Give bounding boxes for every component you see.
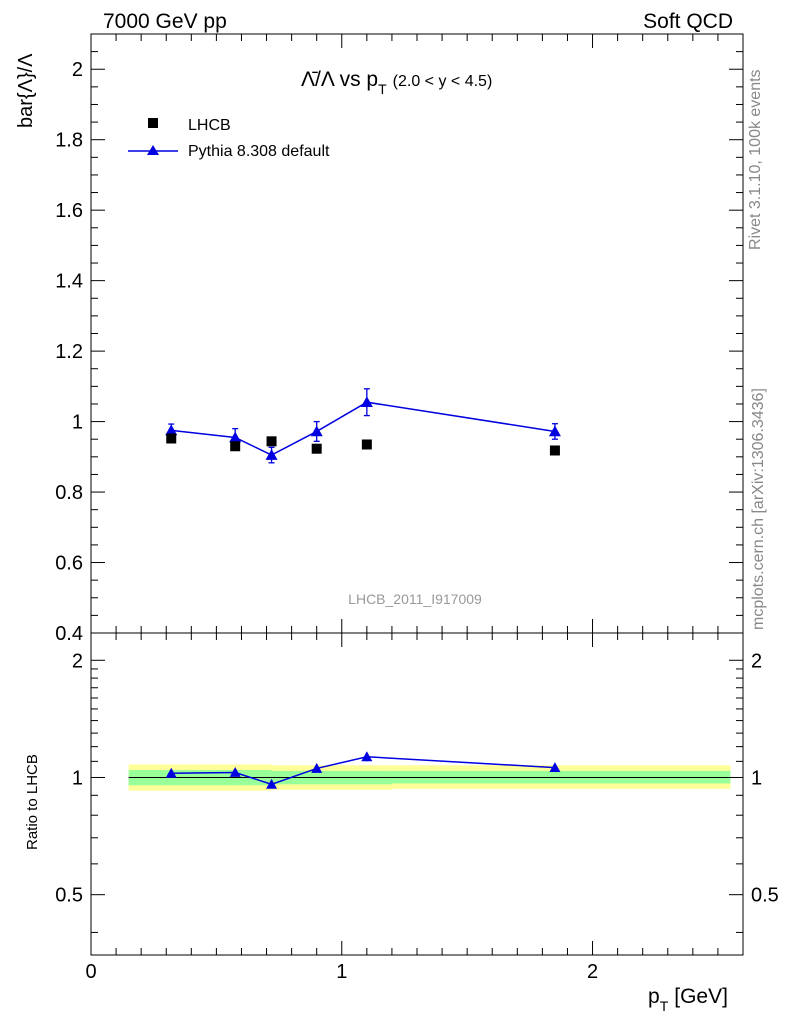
- legend-data-label: LHCB: [188, 117, 231, 134]
- x-tick-label: 2: [587, 961, 598, 983]
- header-right: Soft QCD: [643, 10, 733, 33]
- data-point: [311, 443, 322, 454]
- legend-data-marker: [148, 118, 158, 128]
- data-point: [361, 439, 372, 450]
- ratio-point: [266, 778, 278, 789]
- x-axis-label-unit: [GeV]: [674, 985, 728, 1008]
- rivet-label: Rivet 3.1.10, 100k events: [747, 69, 764, 250]
- chart-title-main: Λ̄/Λ vs p: [301, 68, 378, 91]
- mc-point: [360, 396, 373, 408]
- data-point: [549, 445, 560, 456]
- y-tick-label: 1.6: [55, 200, 83, 222]
- ratio-point: [311, 762, 323, 773]
- x-tick-label: 0: [85, 961, 96, 983]
- y-tick-label: 1.8: [55, 130, 83, 152]
- legend-mc-label: Pythia 8.308 default: [188, 143, 330, 160]
- ratio-point: [165, 767, 177, 778]
- x-tick-label: 1: [336, 961, 347, 983]
- ratio-y-tick-label: 2: [72, 650, 83, 672]
- x-axis-label-sub: T: [660, 998, 669, 1014]
- ratio-y-tick-label-right: 1: [751, 767, 762, 789]
- ratio-point: [229, 766, 241, 777]
- mc-point: [229, 431, 242, 443]
- ratio-y-tick-label-right: 0.5: [751, 885, 779, 907]
- ratio-line: [171, 756, 555, 786]
- header-left: 7000 GeV pp: [103, 10, 227, 33]
- mc-line: [171, 401, 556, 456]
- analysis-id: LHCB_2011_I917009: [348, 591, 482, 607]
- y-tick-label: 0.6: [55, 553, 83, 575]
- x-axis-label: pT [GeV]: [648, 985, 728, 1014]
- legend-mc-marker: [147, 145, 159, 155]
- mc-point: [310, 425, 323, 437]
- y-tick-label: 2: [72, 59, 83, 81]
- ratio-y-tick-label: 1: [72, 767, 83, 789]
- y-tick-label: 0.4: [55, 623, 83, 645]
- y-axis-label: bar{Λ}/Λ: [15, 53, 37, 128]
- data-series: [166, 433, 560, 456]
- ratio-plot-frame: [90, 632, 744, 956]
- chart-title: Λ̄/Λ vs pT (2.0 < y < 4.5): [301, 68, 492, 97]
- x-axis-label-main: p: [648, 985, 660, 1008]
- y-tick-label: 1.4: [55, 271, 83, 293]
- mc-point: [165, 424, 178, 436]
- mc-point: [548, 425, 561, 437]
- ratio-y-tick-label: 0.5: [55, 885, 83, 907]
- y-tick-label: 1: [72, 412, 83, 434]
- chart-title-sub: T: [378, 81, 387, 97]
- data-point: [166, 433, 177, 444]
- y-tick-label: 0.8: [55, 482, 83, 504]
- ratio-y-tick-label-right: 2: [751, 650, 762, 672]
- mc-point: [265, 449, 278, 460]
- ratio-point: [361, 751, 373, 762]
- mc-series: [165, 388, 561, 464]
- y-tick-label: 1.2: [55, 341, 83, 363]
- chart-title-range: (2.0 < y < 4.5): [393, 73, 493, 90]
- ratio-y-axis-label: Ratio to LHCB: [24, 754, 41, 850]
- ratio-series: [165, 751, 561, 789]
- data-point: [230, 441, 241, 452]
- ratio-point: [549, 762, 561, 773]
- mcplots-label: mcplots.cern.ch [arXiv:1306.3436]: [750, 388, 767, 630]
- data-point: [266, 436, 277, 447]
- axis-ticks: 0 1 2 0.4 0.6 0.8 1 1.2 1.4 1.6 1.8 2 0.5 0.5 1 1 2 2: [55, 33, 779, 983]
